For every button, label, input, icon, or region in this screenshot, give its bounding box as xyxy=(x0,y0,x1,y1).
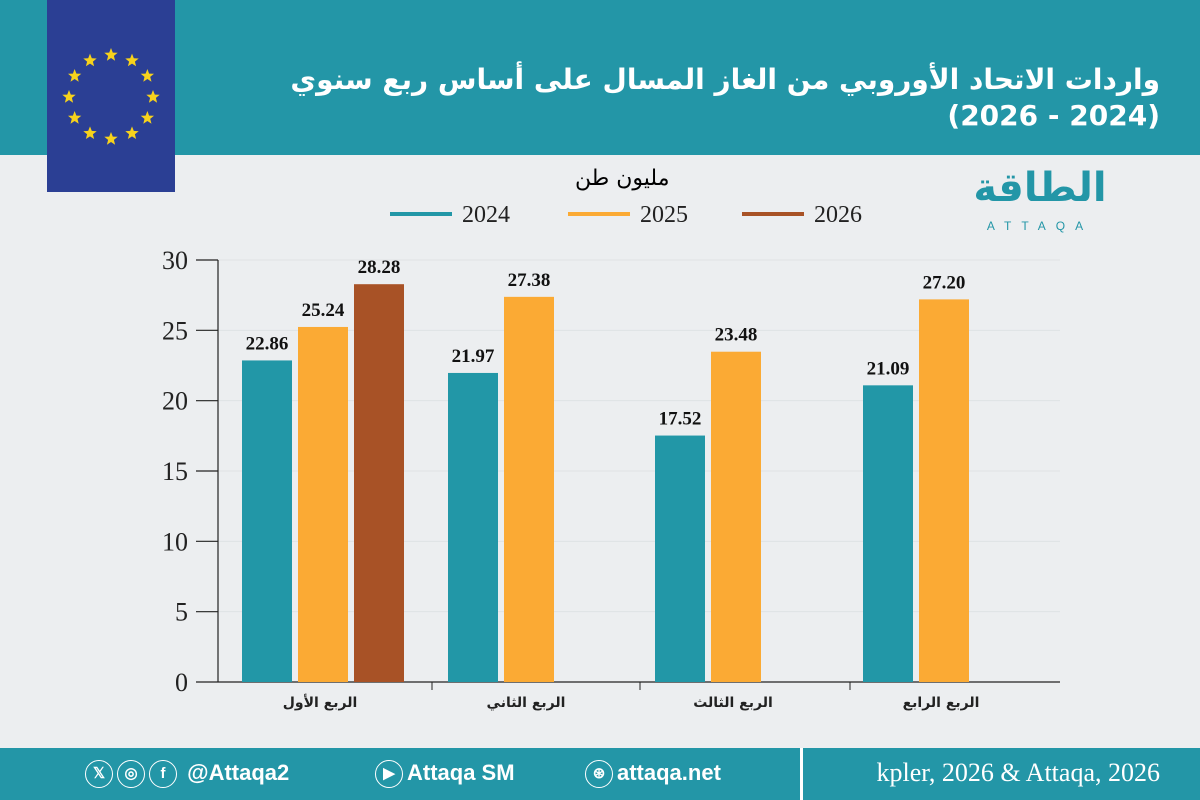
bar-2026 xyxy=(354,284,404,682)
instagram-icon[interactable]: ◎ xyxy=(117,760,145,789)
legend-swatch-2026 xyxy=(742,212,804,216)
x-tick-label: الربع الرابع xyxy=(903,695,980,711)
y-tick-label: 5 xyxy=(175,598,188,627)
data-label: 22.86 xyxy=(246,333,289,354)
bar-2024 xyxy=(448,372,498,682)
star-icon xyxy=(146,90,160,103)
data-label: 27.20 xyxy=(923,272,966,293)
y-axis-unit: مليون طن xyxy=(575,166,670,191)
y-tick-label: 0 xyxy=(175,668,188,697)
x-tick-label: الربع الأول xyxy=(283,694,358,711)
attaqa-logo: الطاقة ATTAQA xyxy=(930,160,1150,240)
youtube-channel[interactable]: Attaqa SM xyxy=(407,760,515,785)
star-icon xyxy=(125,53,139,67)
data-label: 25.24 xyxy=(302,300,345,321)
website-link[interactable]: attaqa.net xyxy=(617,760,721,785)
logo-subtext: ATTAQA xyxy=(986,219,1094,233)
footer-bar: 𝕏 ◎ f @Attaqa2 ▶ Attaqa SM ⊛ attaqa.net kple… xyxy=(0,748,1200,800)
data-label: 28.28 xyxy=(358,257,401,278)
header-bar xyxy=(0,0,1200,155)
facebook-icon[interactable]: f xyxy=(149,760,177,789)
star-icon xyxy=(83,126,97,139)
y-tick-label: 30 xyxy=(162,246,188,275)
y-tick-label: 10 xyxy=(162,527,188,556)
bar-2025 xyxy=(711,351,761,682)
x-tick-label: الربع الثاني xyxy=(487,695,566,711)
star-icon xyxy=(68,111,82,124)
bar-2025 xyxy=(298,326,348,682)
legend-swatch-2025 xyxy=(568,212,630,216)
star-icon xyxy=(104,48,118,61)
data-label: 21.09 xyxy=(867,358,910,379)
footer-divider xyxy=(800,748,803,800)
x-tick-label: الربع الثالث xyxy=(693,695,773,711)
x-handle[interactable]: @Attaqa2 xyxy=(187,760,290,785)
star-icon xyxy=(83,53,97,67)
globe-icon[interactable]: ⊛ xyxy=(585,760,613,789)
bar-2025 xyxy=(919,299,969,682)
bar-2024 xyxy=(863,385,913,682)
star-icon xyxy=(68,69,82,82)
y-tick-label: 15 xyxy=(162,457,188,486)
chart-title: واردات الاتحاد الأوروبي من الغاز المسال … xyxy=(290,63,1160,132)
y-tick-label: 20 xyxy=(162,387,188,416)
star-icon xyxy=(140,69,154,82)
youtube-icon[interactable]: ▶ xyxy=(375,760,403,789)
y-tick-label: 25 xyxy=(162,316,188,345)
star-icon xyxy=(62,90,76,103)
legend-label: 2024 xyxy=(462,202,510,228)
data-label: 21.97 xyxy=(452,346,495,367)
bar-2025 xyxy=(504,296,554,682)
legend-label: 2025 xyxy=(640,202,688,228)
star-icon xyxy=(104,132,118,145)
logo-text: الطاقة xyxy=(973,165,1107,211)
legend-label: 2026 xyxy=(814,202,862,228)
eu-flag xyxy=(47,0,175,192)
data-label: 27.38 xyxy=(508,270,551,291)
data-label: 17.52 xyxy=(659,409,702,430)
data-label: 23.48 xyxy=(715,325,758,346)
bar-2024 xyxy=(655,435,705,682)
star-icon xyxy=(140,111,154,124)
star-icon xyxy=(125,126,139,139)
bar-2024 xyxy=(242,360,292,682)
legend-swatch-2024 xyxy=(390,212,452,216)
source-text: kpler, 2026 & Attaqa, 2026 xyxy=(876,758,1160,787)
x-icon[interactable]: 𝕏 xyxy=(85,760,113,789)
